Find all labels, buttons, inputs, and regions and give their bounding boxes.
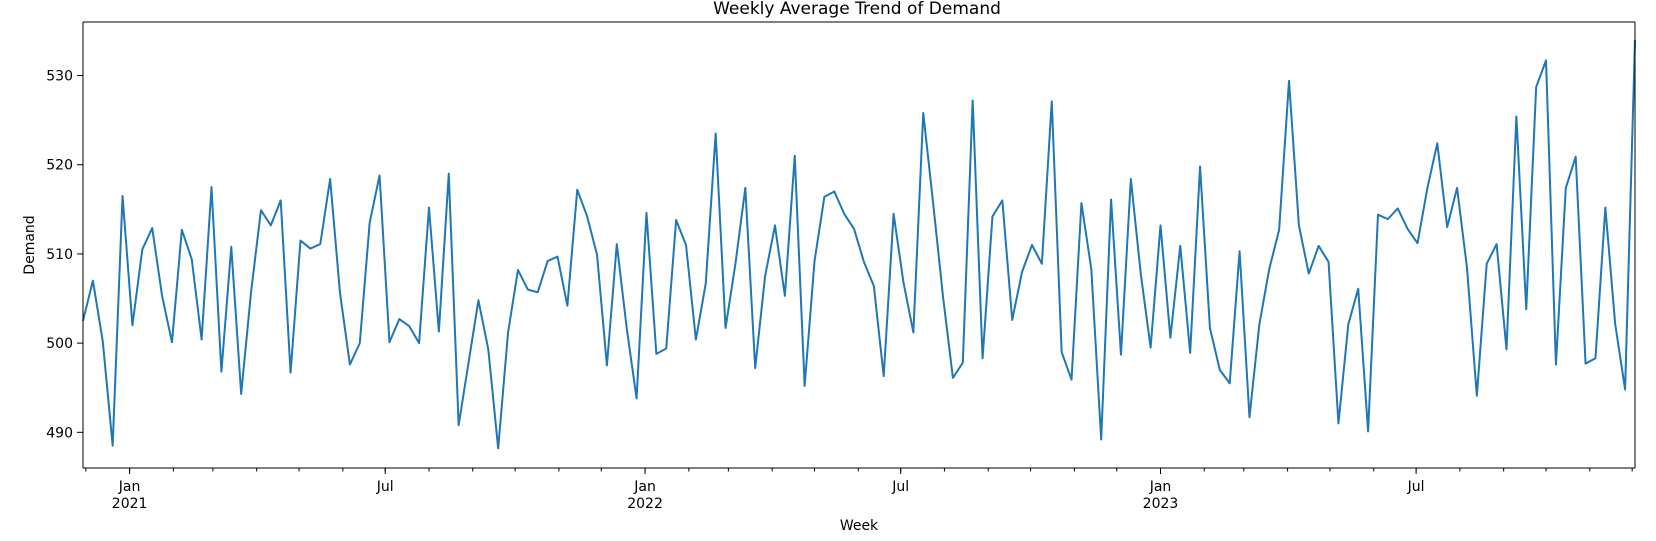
x-tick-year-label: 2021 [112, 496, 148, 512]
series-line-demand [82, 39, 1636, 450]
x-tick-year-label: 2023 [1143, 496, 1179, 512]
y-tick-label: 520 [46, 158, 73, 174]
chart-title: Weekly Average Trend of Demand [713, 0, 1001, 19]
y-tick-label: 500 [46, 336, 73, 352]
x-tick-label: Jan [1149, 479, 1172, 495]
axes-frame [82, 21, 1636, 469]
x-tick-label: Jul [376, 479, 394, 495]
y-axis-label: Demand [22, 215, 38, 274]
x-tick-year-label: 2022 [627, 496, 663, 512]
y-tick-label: 530 [46, 69, 73, 85]
x-tick-label: Jan [633, 479, 656, 495]
y-tick-label: 510 [46, 247, 73, 263]
x-tick-label: Jan [118, 479, 141, 495]
x-tick-label: Jul [891, 479, 909, 495]
y-tick-label: 490 [46, 425, 73, 441]
x-tick-label: Jul [1407, 479, 1425, 495]
series-layer [82, 39, 1636, 450]
x-axis-label: Week [840, 518, 879, 534]
y-axis: 490 500 510 520 530 [46, 69, 83, 441]
